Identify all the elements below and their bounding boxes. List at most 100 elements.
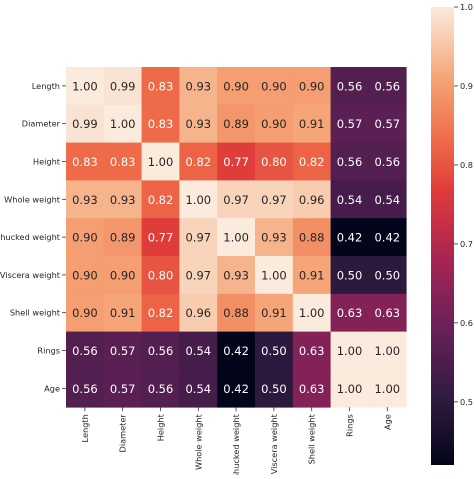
heatmap-cell <box>141 104 180 143</box>
cell-value-label: 0.91 <box>299 268 325 282</box>
heatmap-cell <box>330 256 369 295</box>
cell-value-label: 0.83 <box>72 155 98 169</box>
heatmap-cell <box>217 369 256 408</box>
cell-value-label: 0.90 <box>72 268 98 282</box>
cell-value-label: 0.50 <box>261 344 287 358</box>
cell-value-label: 0.57 <box>110 344 136 358</box>
heatmap-cell <box>217 256 256 295</box>
heatmap-cell <box>255 293 294 332</box>
cell-value-label: 0.90 <box>72 231 98 245</box>
heatmap-cell <box>141 256 180 295</box>
column-label: Shell weight <box>307 413 317 464</box>
cell-value-label: 0.56 <box>374 79 400 93</box>
heatmap-cell <box>179 142 218 181</box>
row-labels: Length Diameter Height Whole weight Shucked … <box>0 81 66 393</box>
cell-value-label: 0.82 <box>185 155 211 169</box>
cell-value-label: 0.50 <box>374 268 400 282</box>
cell-value-label: 0.50 <box>337 268 363 282</box>
cell-value-label: 0.57 <box>110 382 136 396</box>
heatmap-cell <box>292 142 331 181</box>
heatmap-cell <box>66 218 105 257</box>
row-label: Rings <box>37 346 60 356</box>
cell-value-label: 0.56 <box>148 382 174 396</box>
cell-value-label: 0.50 <box>261 382 287 396</box>
heatmap-cell <box>66 256 105 295</box>
cell-value-label: 0.93 <box>185 117 211 131</box>
cell-value-label: 0.97 <box>185 231 211 245</box>
heatmap-cell <box>179 67 218 106</box>
row-label: Shucked weight <box>0 232 61 242</box>
heatmap-cell <box>103 331 142 370</box>
heatmap-cell <box>255 331 294 370</box>
heatmap-cell <box>179 293 218 332</box>
cell-value-label: 1.00 <box>374 344 400 358</box>
cell-value-label: 0.90 <box>223 79 249 93</box>
cell-value-label: 0.63 <box>299 382 325 396</box>
heatmap-cell <box>66 104 105 143</box>
heatmap-cell <box>141 369 180 408</box>
heatmap-cell <box>103 369 142 408</box>
cell-value-label: 0.96 <box>185 306 211 320</box>
column-label: Viscera weight <box>269 413 279 474</box>
cell-value-label: 0.93 <box>223 268 249 282</box>
cell-value-label: 1.00 <box>374 382 400 396</box>
heatmap-cells: 1.00 0.99 0.83 0.93 0.90 0.90 0.90 0.56 0.56 0.99… <box>66 67 407 408</box>
heatmap-cell <box>330 331 369 370</box>
heatmap-cell <box>179 369 218 408</box>
cell-value-label: 1.00 <box>110 117 136 131</box>
cell-value-label: 0.96 <box>299 193 325 207</box>
cell-value-label: 0.42 <box>223 344 249 358</box>
heatmap-cell <box>141 293 180 332</box>
cell-value-label: 0.83 <box>110 155 136 169</box>
cell-value-label: 0.42 <box>374 231 400 245</box>
cell-value-label: 0.54 <box>185 382 211 396</box>
cell-value-label: 0.80 <box>148 268 174 282</box>
cell-value-label: 0.77 <box>148 231 174 245</box>
row-label: Diameter <box>22 119 61 129</box>
heatmap-cell <box>255 142 294 181</box>
cell-value-label: 0.63 <box>337 306 363 320</box>
heatmap-cell <box>255 104 294 143</box>
cell-value-label: 0.63 <box>374 306 400 320</box>
heatmap-cell <box>330 218 369 257</box>
heatmap-cell <box>292 218 331 257</box>
cell-value-label: 1.00 <box>223 231 249 245</box>
cell-value-label: 1.00 <box>148 155 174 169</box>
row-label: Whole weight <box>4 194 61 204</box>
heatmap-cell <box>330 293 369 332</box>
heatmap-cell <box>292 256 331 295</box>
cell-value-label: 0.83 <box>148 79 174 93</box>
cell-value-label: 0.97 <box>185 268 211 282</box>
heatmap-cell <box>141 67 180 106</box>
cell-value-label: 0.93 <box>185 79 211 93</box>
colorbar-tick-label: 0.5 <box>460 397 473 407</box>
heatmap-cell <box>217 67 256 106</box>
heatmap-cell <box>368 142 407 181</box>
heatmap-cell <box>292 180 331 219</box>
cell-value-label: 0.97 <box>223 193 249 207</box>
cell-value-label: 0.63 <box>299 344 325 358</box>
heatmap-cell <box>368 293 407 332</box>
heatmap-cell <box>179 218 218 257</box>
cell-value-label: 1.00 <box>337 344 363 358</box>
column-labels: Length Diameter Height Whole weight Shucked … <box>80 407 392 479</box>
cell-value-label: 0.91 <box>261 306 287 320</box>
heatmap-cell <box>292 293 331 332</box>
cell-value-label: 0.99 <box>110 79 136 93</box>
heatmap-cell <box>217 331 256 370</box>
cell-value-label: 0.89 <box>110 231 136 245</box>
cell-value-label: 0.56 <box>72 344 98 358</box>
cell-value-label: 0.99 <box>72 117 98 131</box>
heatmap-cell <box>292 331 331 370</box>
cell-value-label: 0.77 <box>223 155 249 169</box>
cell-value-label: 0.56 <box>148 344 174 358</box>
cell-value-label: 0.82 <box>148 193 174 207</box>
column-label: Height <box>156 413 166 441</box>
cell-value-label: 0.57 <box>337 117 363 131</box>
cell-value-label: 0.83 <box>148 117 174 131</box>
heatmap-cell <box>141 180 180 219</box>
heatmap-cell <box>368 369 407 408</box>
cell-value-label: 0.54 <box>185 344 211 358</box>
